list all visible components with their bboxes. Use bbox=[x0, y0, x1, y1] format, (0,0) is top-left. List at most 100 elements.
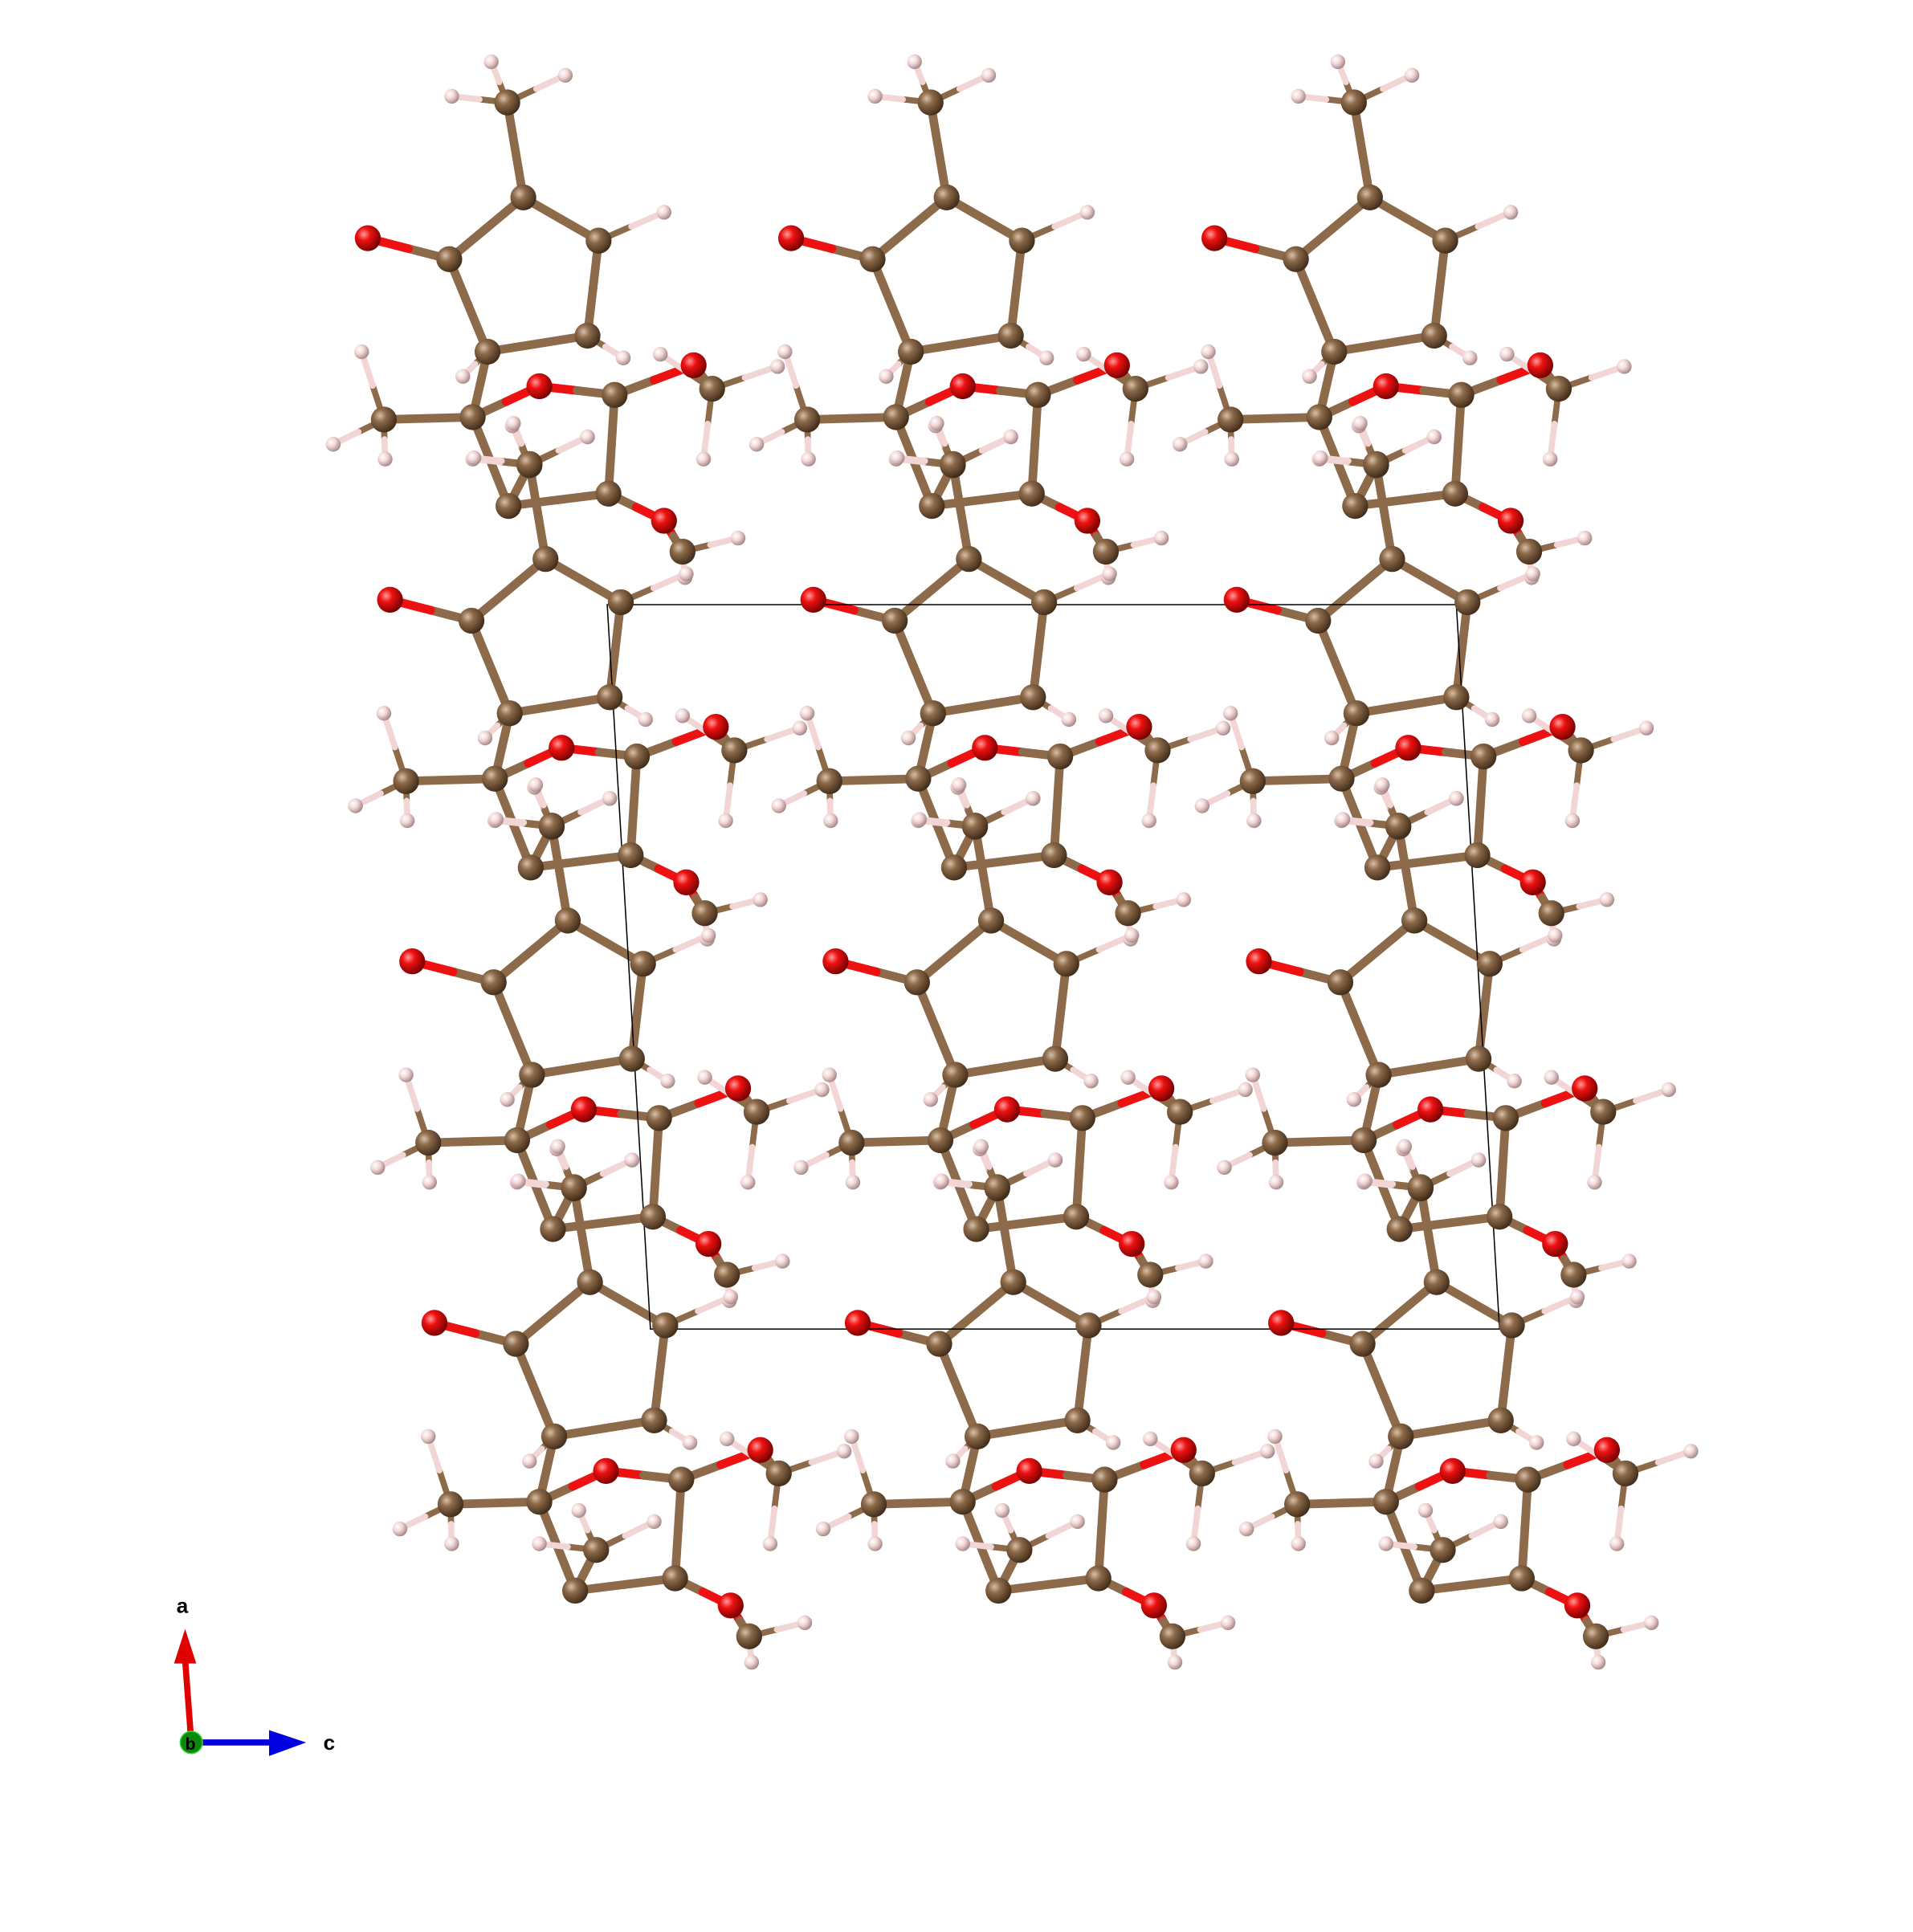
hydrogen-atom[interactable] bbox=[571, 1502, 586, 1518]
carbon-atom[interactable] bbox=[1189, 1460, 1215, 1487]
oxygen-atom[interactable] bbox=[1201, 225, 1228, 251]
carbon-atom[interactable] bbox=[1430, 1537, 1456, 1563]
carbon-atom[interactable] bbox=[997, 322, 1024, 349]
oxygen-atom[interactable] bbox=[1103, 352, 1130, 379]
carbon-atom[interactable] bbox=[1385, 812, 1412, 839]
carbon-atom[interactable] bbox=[1470, 743, 1497, 770]
hydrogen-atom[interactable] bbox=[421, 1429, 436, 1445]
hydrogen-atom[interactable] bbox=[376, 706, 392, 721]
hydrogen-atom[interactable] bbox=[1176, 892, 1191, 907]
carbon-atom[interactable] bbox=[714, 1262, 740, 1288]
carbon-atom[interactable] bbox=[526, 1489, 553, 1515]
hydrogen-atom[interactable] bbox=[1047, 1152, 1063, 1168]
hydrogen-atom[interactable] bbox=[1098, 708, 1114, 723]
hydrogen-atom[interactable] bbox=[844, 1429, 859, 1445]
oxygen-atom[interactable] bbox=[747, 1437, 773, 1463]
hydrogen-atom[interactable] bbox=[1357, 1173, 1373, 1188]
carbon-atom[interactable] bbox=[1284, 1491, 1311, 1518]
carbon-atom[interactable] bbox=[984, 1174, 1010, 1200]
carbon-atom[interactable] bbox=[480, 969, 507, 996]
hydrogen-atom[interactable] bbox=[793, 1160, 809, 1176]
carbon-atom[interactable] bbox=[1350, 1127, 1377, 1154]
carbon-atom[interactable] bbox=[510, 184, 536, 211]
carbon-atom[interactable] bbox=[859, 246, 886, 272]
carbon-atom[interactable] bbox=[1465, 1045, 1492, 1072]
carbon-atom[interactable] bbox=[1538, 900, 1564, 927]
hydrogen-atom[interactable] bbox=[399, 813, 415, 829]
hydrogen-atom[interactable] bbox=[822, 1067, 837, 1082]
oxygen-atom[interactable] bbox=[1439, 1457, 1466, 1484]
hydrogen-atom[interactable] bbox=[1167, 1654, 1183, 1670]
hydrogen-atom[interactable] bbox=[1503, 205, 1519, 220]
oxygen-atom[interactable] bbox=[1119, 1230, 1145, 1257]
hydrogen-atom[interactable] bbox=[1105, 1435, 1121, 1450]
carbon-atom[interactable] bbox=[1030, 589, 1058, 616]
hydrogen-atom[interactable] bbox=[652, 346, 668, 362]
hydrogen-atom[interactable] bbox=[1426, 429, 1442, 445]
hydrogen-atom[interactable] bbox=[1238, 1082, 1253, 1098]
hydrogen-atom[interactable] bbox=[1683, 1444, 1699, 1459]
carbon-atom[interactable] bbox=[1025, 381, 1051, 408]
oxygen-atom[interactable] bbox=[703, 714, 729, 740]
carbon-atom[interactable] bbox=[882, 607, 908, 634]
carbon-atom[interactable] bbox=[561, 1174, 587, 1200]
carbon-atom[interactable] bbox=[1218, 406, 1244, 433]
hydrogen-atom[interactable] bbox=[532, 1536, 547, 1551]
carbon-atom[interactable] bbox=[554, 907, 581, 934]
carbon-atom[interactable] bbox=[1386, 1216, 1413, 1242]
carbon-atom[interactable] bbox=[517, 854, 544, 881]
oxygen-atom[interactable] bbox=[724, 1075, 752, 1102]
hydrogen-atom[interactable] bbox=[325, 437, 341, 452]
carbon-atom[interactable] bbox=[1041, 842, 1067, 869]
carbon-atom[interactable] bbox=[562, 1577, 589, 1604]
carbon-atom[interactable] bbox=[933, 184, 960, 211]
oxygen-atom[interactable] bbox=[570, 1096, 598, 1123]
carbon-atom[interactable] bbox=[1064, 1407, 1091, 1433]
carbon-atom[interactable] bbox=[1122, 375, 1148, 402]
oxygen-atom[interactable] bbox=[377, 586, 403, 613]
carbon-atom[interactable] bbox=[1448, 381, 1475, 408]
oxygen-atom[interactable] bbox=[1096, 869, 1123, 895]
carbon-atom[interactable] bbox=[1020, 684, 1046, 711]
carbon-atom[interactable] bbox=[437, 1491, 464, 1518]
carbon-atom[interactable] bbox=[883, 404, 909, 430]
hydrogen-atom[interactable] bbox=[1507, 1074, 1522, 1089]
carbon-atom[interactable] bbox=[1305, 607, 1332, 634]
hydrogen-atom[interactable] bbox=[511, 1173, 526, 1188]
hydrogen-atom[interactable] bbox=[730, 530, 746, 546]
hydrogen-atom[interactable] bbox=[934, 1173, 949, 1188]
carbon-atom[interactable] bbox=[1046, 743, 1074, 770]
hydrogen-atom[interactable] bbox=[1374, 777, 1390, 793]
oxygen-atom[interactable] bbox=[1549, 714, 1576, 740]
hydrogen-atom[interactable] bbox=[1638, 720, 1654, 736]
hydrogen-atom[interactable] bbox=[675, 708, 691, 723]
carbon-atom[interactable] bbox=[949, 1489, 976, 1515]
hydrogen-atom[interactable] bbox=[466, 450, 482, 466]
carbon-atom[interactable] bbox=[1363, 450, 1389, 477]
carbon-atom[interactable] bbox=[961, 812, 989, 839]
hydrogen-atom[interactable] bbox=[1172, 437, 1188, 452]
oxygen-atom[interactable] bbox=[1519, 869, 1546, 895]
hydrogen-atom[interactable] bbox=[522, 1453, 537, 1469]
hydrogen-atom[interactable] bbox=[923, 1092, 938, 1107]
hydrogen-atom[interactable] bbox=[1330, 54, 1346, 70]
carbon-atom[interactable] bbox=[496, 700, 523, 727]
hydrogen-atom[interactable] bbox=[1569, 1289, 1585, 1305]
hydrogen-atom[interactable] bbox=[1291, 88, 1306, 104]
hydrogen-atom[interactable] bbox=[769, 359, 785, 374]
carbon-atom[interactable] bbox=[496, 492, 522, 520]
carbon-atom[interactable] bbox=[898, 338, 924, 365]
hydrogen-atom[interactable] bbox=[815, 1521, 831, 1537]
oxygen-atom[interactable] bbox=[526, 373, 553, 400]
carbon-atom[interactable] bbox=[1053, 951, 1079, 977]
hydrogen-atom[interactable] bbox=[1198, 1253, 1213, 1269]
hydrogen-atom[interactable] bbox=[1291, 1536, 1306, 1551]
carbon-atom[interactable] bbox=[903, 969, 930, 996]
carbon-atom[interactable] bbox=[765, 1460, 792, 1487]
carbon-atom[interactable] bbox=[459, 404, 486, 430]
carbon-atom[interactable] bbox=[1545, 375, 1572, 402]
carbon-atom[interactable] bbox=[1262, 1129, 1288, 1156]
carbon-atom[interactable] bbox=[919, 492, 945, 520]
carbon-atom[interactable] bbox=[860, 1491, 887, 1518]
hydrogen-atom[interactable] bbox=[1525, 566, 1540, 581]
